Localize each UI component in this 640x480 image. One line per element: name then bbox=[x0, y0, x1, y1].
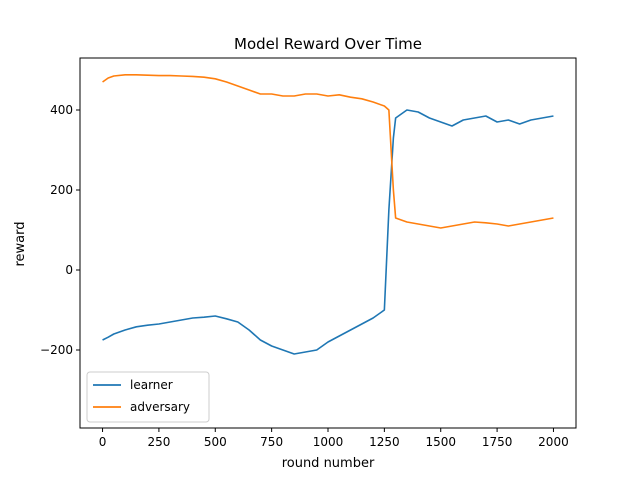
x-tick-label: 1500 bbox=[425, 435, 456, 449]
y-tick-label: 0 bbox=[65, 263, 73, 277]
x-tick-label: 1250 bbox=[369, 435, 400, 449]
x-axis-label: round number bbox=[282, 456, 375, 471]
series-line-adversary bbox=[102, 74, 554, 229]
x-tick-label: 1750 bbox=[482, 435, 513, 449]
legend: learner adversary bbox=[86, 371, 210, 423]
x-tick-label: 250 bbox=[147, 435, 170, 449]
y-axis-label: reward bbox=[13, 221, 28, 266]
x-tick-label: 500 bbox=[204, 435, 227, 449]
y-tick-label: −200 bbox=[40, 343, 73, 357]
y-tick-label: 400 bbox=[50, 103, 73, 117]
x-axis: 0 250 500 750 1000 1250 1500 1750 2000 bbox=[99, 428, 569, 449]
plot-area bbox=[102, 74, 554, 355]
y-axis: −200 0 200 400 bbox=[40, 103, 80, 357]
x-tick-label: 750 bbox=[260, 435, 283, 449]
legend-label-learner: learner bbox=[130, 378, 173, 392]
series-line-learner bbox=[102, 109, 554, 355]
x-tick-label: 0 bbox=[99, 435, 107, 449]
x-tick-label: 2000 bbox=[538, 435, 569, 449]
y-tick-label: 200 bbox=[50, 183, 73, 197]
chart-title: Model Reward Over Time bbox=[234, 35, 422, 53]
legend-label-adversary: adversary bbox=[130, 400, 190, 414]
x-tick-label: 1000 bbox=[313, 435, 344, 449]
